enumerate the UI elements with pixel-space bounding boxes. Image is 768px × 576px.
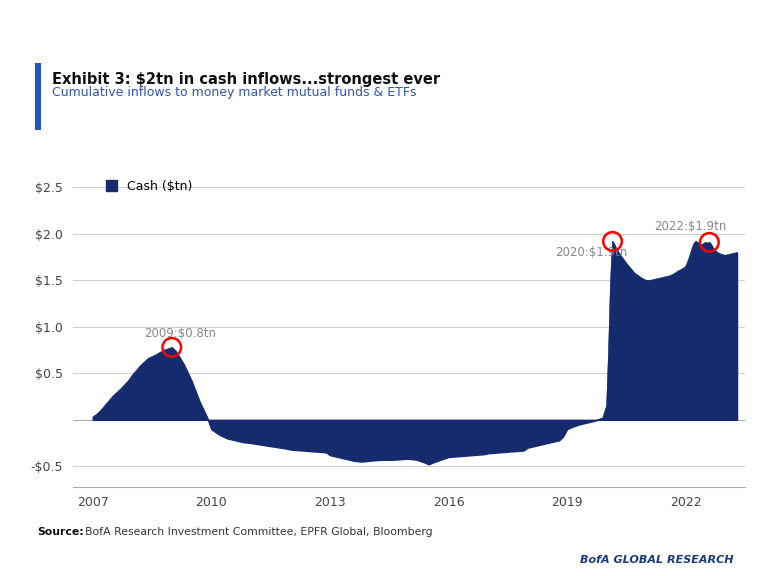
Text: Exhibit 3: $2tn in cash inflows...strongest ever: Exhibit 3: $2tn in cash inflows...strong… bbox=[52, 72, 440, 87]
Text: BofA Research Investment Committee, EPFR Global, Bloomberg: BofA Research Investment Committee, EPFR… bbox=[78, 527, 432, 537]
Text: BofA GLOBAL RESEARCH: BofA GLOBAL RESEARCH bbox=[580, 555, 733, 565]
Legend: Cash ($tn): Cash ($tn) bbox=[106, 180, 193, 193]
Text: 2022:$1.9tn: 2022:$1.9tn bbox=[654, 220, 727, 233]
Text: Source:: Source: bbox=[37, 527, 84, 537]
Text: 2009:$0.8tn: 2009:$0.8tn bbox=[144, 327, 216, 340]
Text: Cumulative inflows to money market mutual funds & ETFs: Cumulative inflows to money market mutua… bbox=[52, 86, 417, 100]
Text: 2020:$1.9tn: 2020:$1.9tn bbox=[555, 246, 627, 259]
